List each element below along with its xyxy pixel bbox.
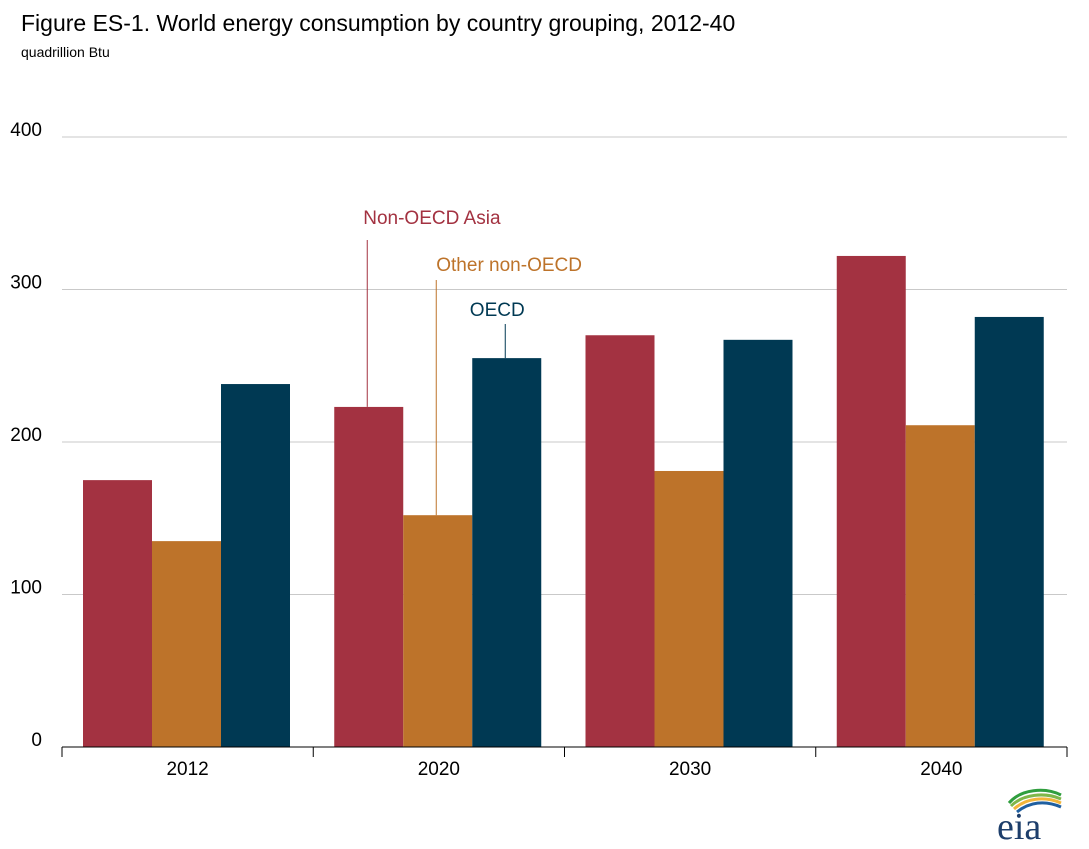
y-axis-ticks: 0 100 200 300 400 xyxy=(10,120,42,751)
y-tick-label: 100 xyxy=(10,578,42,599)
x-axis xyxy=(61,746,1068,757)
bar-non-oecd-asia-2012 xyxy=(83,480,152,747)
series-label: OECD xyxy=(470,300,525,321)
bar-other-non-oecd-2040 xyxy=(905,425,975,747)
bar-oecd-2040 xyxy=(974,316,1044,747)
chart-title: Figure ES-1. World energy consumption by… xyxy=(21,10,736,36)
eia-logo-icon: eia xyxy=(997,788,1062,843)
series-label: Non-OECD Asia xyxy=(363,208,501,229)
y-tick-label: 300 xyxy=(10,273,42,294)
bar-non-oecd-asia-2020 xyxy=(334,406,404,747)
bar-oecd-2012 xyxy=(221,384,290,747)
bar-non-oecd-asia-2040 xyxy=(836,255,906,747)
x-tick-label: 2040 xyxy=(920,759,962,780)
series-annotations: Non-OECD Asia Other non-OECD OECD xyxy=(363,208,582,516)
bar-other-non-oecd-2030 xyxy=(654,470,724,747)
bar-oecd-2020 xyxy=(472,358,542,747)
x-tick-label: 2030 xyxy=(669,759,711,780)
chart-unit-label: quadrillion Btu xyxy=(21,44,110,60)
x-tick-label: 2012 xyxy=(166,759,208,780)
y-tick-label: 400 xyxy=(10,120,42,141)
bars xyxy=(83,255,1044,747)
y-tick-label: 0 xyxy=(31,730,42,751)
logo-text: eia xyxy=(997,806,1041,843)
bar-oecd-2030 xyxy=(723,339,793,747)
y-tick-label: 200 xyxy=(10,425,42,446)
series-label: Other non-OECD xyxy=(436,255,582,276)
bar-non-oecd-asia-2030 xyxy=(585,335,655,747)
x-axis-category-labels: 2012 2020 2030 2040 xyxy=(166,759,962,780)
bar-other-non-oecd-2012 xyxy=(152,541,221,747)
x-tick-label: 2020 xyxy=(418,759,460,780)
bar-other-non-oecd-2020 xyxy=(403,515,473,747)
